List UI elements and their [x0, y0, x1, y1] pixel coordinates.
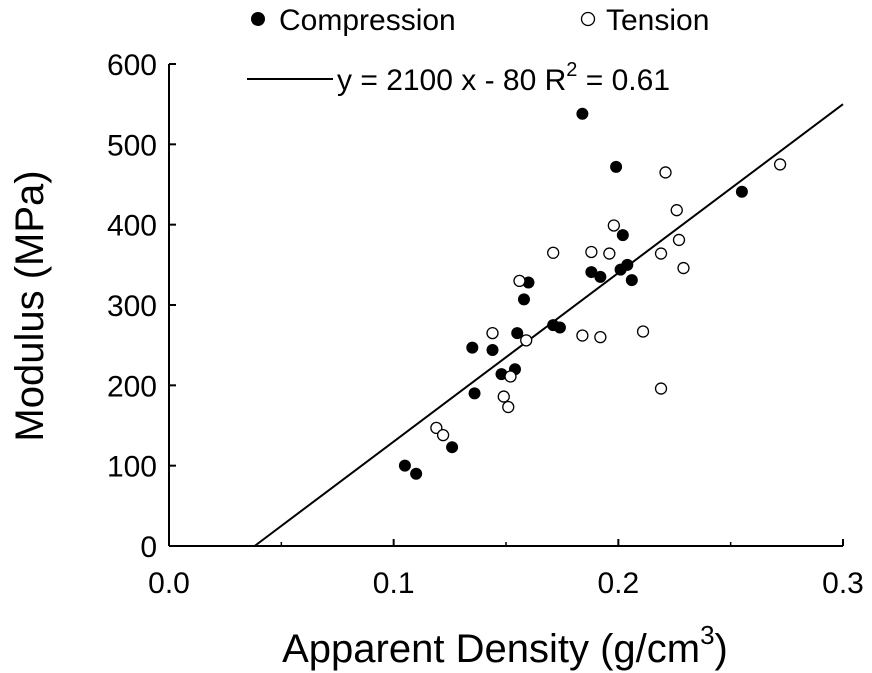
tension-point	[547, 246, 560, 259]
compression-point	[410, 467, 423, 480]
tension-point	[513, 274, 526, 288]
compression-point	[468, 387, 481, 400]
compression-point	[398, 459, 411, 472]
tension-point	[585, 245, 598, 259]
x-tick-label: 0.1	[373, 567, 415, 600]
tension-point	[670, 204, 683, 217]
compression-point	[466, 341, 479, 354]
compression-point	[616, 229, 629, 242]
x-tick-label: 0.0	[148, 567, 190, 600]
y-tick-label: 600	[107, 49, 157, 82]
legend-label-compression: Compression	[279, 4, 456, 37]
y-tick-label: 100	[107, 451, 157, 484]
tick-labels: 0 100 200 300 400 500 600 0.0 0.1 0.2 0.3	[107, 49, 864, 600]
compression-point	[621, 258, 634, 271]
x-tick-label: 0.2	[597, 567, 639, 600]
y-tick-label: 200	[107, 370, 157, 403]
tension-point	[773, 158, 787, 171]
tension-point	[436, 428, 450, 442]
x-tick-label: 0.3	[822, 567, 864, 600]
tension-point	[520, 334, 533, 347]
data-points	[398, 107, 787, 480]
compression-point	[486, 343, 499, 356]
tension-point	[603, 247, 616, 260]
fit-equation-superscript: 2	[566, 59, 577, 81]
tension-point	[607, 219, 620, 232]
tension-point	[576, 329, 589, 342]
tension-point	[486, 326, 499, 340]
x-axis-label: Apparent Density (g/cm3)	[282, 620, 728, 671]
y-tick-label: 400	[107, 210, 157, 243]
y-tick-label: 300	[107, 290, 157, 323]
tension-point	[502, 400, 515, 414]
compression-point	[594, 270, 607, 283]
compression-point	[625, 274, 638, 287]
compression-point	[511, 327, 524, 340]
ticks	[168, 63, 844, 547]
tension-point	[654, 382, 668, 395]
x-axis-label-main: Apparent Density (g/cm	[282, 627, 700, 671]
legend: Compression Tension y = 2100 x - 80 R2 =…	[247, 4, 709, 97]
fit-equation-end: = 0.61	[577, 64, 670, 97]
compression-point	[553, 321, 566, 334]
tension-point	[594, 330, 607, 344]
tension-point	[677, 261, 690, 275]
tension-point	[636, 325, 650, 338]
legend-fit-equation: y = 2100 x - 80 R2 = 0.61	[337, 59, 670, 97]
y-tick-label: 0	[140, 531, 157, 564]
axes	[168, 64, 843, 547]
legend-label-tension: Tension	[606, 4, 709, 37]
compression-point	[585, 266, 598, 279]
x-axis-label-superscript: 3	[700, 620, 714, 650]
x-axis-label-end: )	[715, 627, 728, 671]
compression-point	[735, 185, 748, 198]
compression-point	[610, 160, 623, 173]
compression-point	[446, 441, 459, 454]
tension-point	[672, 233, 686, 247]
y-axis-label: Modulus (MPa)	[8, 170, 52, 441]
tension-point	[659, 166, 672, 179]
compression-point	[517, 293, 530, 306]
legend-marker-compression	[251, 12, 265, 26]
tension-point	[504, 370, 517, 383]
tension-point	[654, 247, 668, 260]
fit-equation-main: y = 2100 x - 80 R	[337, 64, 566, 97]
y-tick-label: 500	[107, 129, 157, 162]
legend-marker-tension	[580, 11, 596, 27]
compression-point	[576, 107, 589, 120]
tension-point	[497, 390, 510, 403]
